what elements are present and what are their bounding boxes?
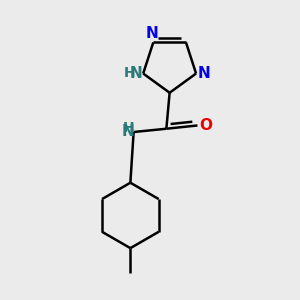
Text: N: N [198,66,211,81]
Text: N: N [145,26,158,41]
Text: N: N [122,124,134,139]
Text: N: N [130,66,142,81]
Text: H: H [123,66,135,80]
Text: O: O [199,118,212,133]
Text: H: H [122,121,134,135]
